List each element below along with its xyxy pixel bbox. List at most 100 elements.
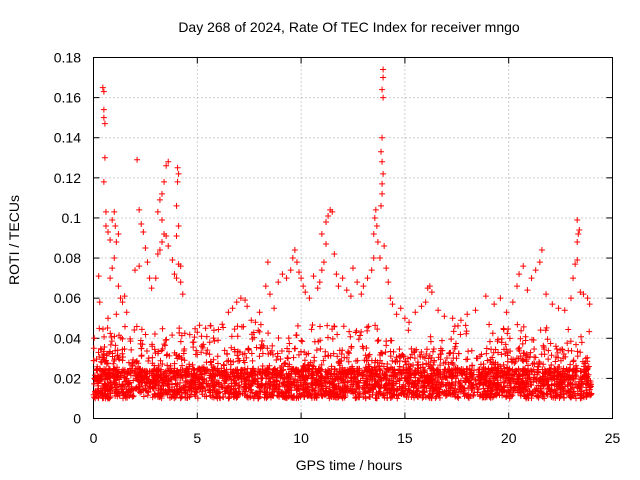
y-tick-label: 0.18 [54, 50, 81, 66]
band-point [149, 360, 156, 367]
band-point [318, 392, 325, 399]
band-point [567, 392, 574, 399]
band-point [390, 382, 397, 389]
data-point [111, 255, 118, 262]
band-point [404, 374, 411, 381]
data-point [524, 287, 531, 294]
band-point [447, 349, 454, 356]
band-point [286, 389, 293, 396]
band-point [306, 387, 313, 394]
band-point [227, 366, 234, 373]
data-point [380, 66, 387, 73]
band-point [350, 367, 357, 374]
band-point [368, 369, 375, 376]
band-point [374, 326, 381, 333]
band-point [508, 391, 515, 398]
band-point [480, 361, 487, 368]
data-point [291, 247, 298, 254]
band-point [395, 392, 402, 399]
band-point [93, 366, 100, 373]
band-point [382, 349, 389, 356]
band-point [553, 346, 560, 353]
band-point [564, 383, 571, 390]
band-point [365, 353, 372, 360]
band-point [204, 384, 211, 391]
y-tick-label: 0.1 [62, 210, 82, 226]
band-point [263, 395, 270, 402]
band-point [140, 393, 147, 400]
band-point [379, 370, 386, 377]
data-point [156, 196, 163, 203]
data-point [117, 295, 124, 302]
band-point [520, 356, 527, 363]
band-point [517, 335, 524, 342]
band-point [556, 381, 563, 388]
band-point [112, 347, 119, 354]
band-point [136, 379, 143, 386]
band-point [414, 359, 421, 366]
y-tick-label: 0.12 [54, 170, 81, 186]
band-point [246, 383, 253, 390]
band-point [135, 371, 142, 378]
band-point [423, 360, 430, 367]
data-point [577, 289, 584, 296]
band-point [161, 341, 168, 348]
band-point [186, 393, 193, 400]
band-point [253, 344, 260, 351]
band-point [321, 390, 328, 397]
band-point [96, 365, 103, 372]
band-point [383, 367, 390, 374]
data-point [570, 275, 577, 282]
band-point [482, 394, 489, 401]
band-point [423, 384, 430, 391]
band-point [159, 361, 166, 368]
band-point [434, 390, 441, 397]
data-point [112, 222, 119, 229]
data-point [497, 295, 504, 302]
band-point [138, 353, 145, 360]
band-point [211, 365, 218, 372]
band-point [191, 379, 198, 386]
band-point [285, 370, 292, 377]
band-point [249, 336, 256, 343]
band-point [423, 346, 430, 353]
band-point [334, 391, 341, 398]
band-point [408, 393, 415, 400]
band-point [572, 341, 579, 348]
band-point [157, 357, 164, 364]
band-point [446, 365, 453, 372]
band-point [179, 362, 186, 369]
band-point [514, 373, 521, 380]
data-point [372, 206, 379, 213]
data-point [302, 289, 309, 296]
data-point [368, 267, 375, 274]
band-point [210, 371, 217, 378]
y-tick-label: 0.02 [54, 370, 81, 386]
band-point [337, 375, 344, 382]
band-point [464, 365, 471, 372]
band-point [522, 352, 529, 359]
band-point [207, 387, 214, 394]
band-point [276, 393, 283, 400]
band-point [356, 392, 363, 399]
band-point [505, 325, 512, 332]
data-point [514, 283, 521, 290]
band-point [108, 334, 115, 341]
data-point [572, 261, 579, 268]
band-point [581, 368, 588, 375]
band-point [547, 390, 554, 397]
band-point [508, 359, 515, 366]
band-point [467, 369, 474, 376]
band-point [223, 385, 230, 392]
band-point [484, 371, 491, 378]
band-point [178, 354, 185, 361]
band-point [550, 375, 557, 382]
band-point [322, 353, 329, 360]
band-point [377, 349, 384, 356]
band-point [388, 391, 395, 398]
band-point [276, 372, 283, 379]
band-point [500, 361, 507, 368]
band-point [379, 350, 386, 357]
y-tick-label: 0.08 [54, 250, 81, 266]
band-point [470, 371, 477, 378]
